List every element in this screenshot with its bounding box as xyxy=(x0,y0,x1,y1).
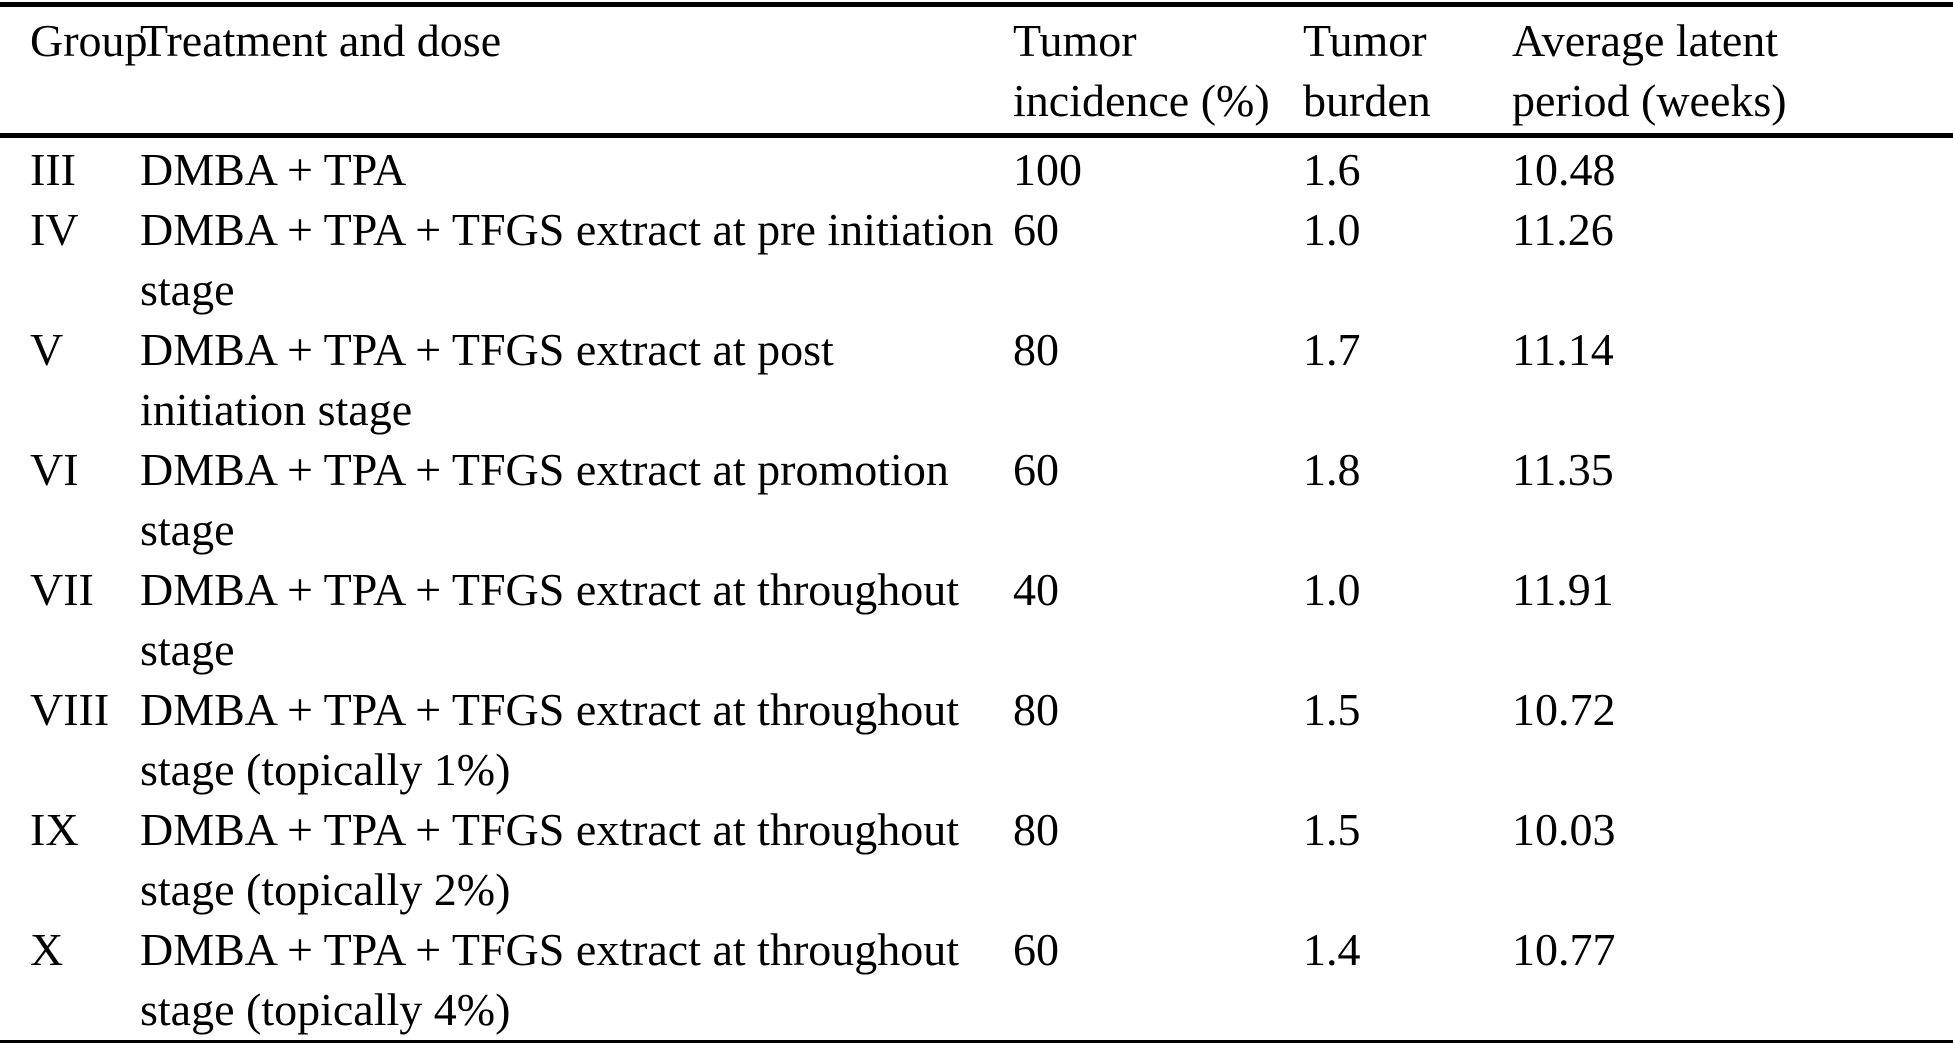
col-header-incidence: Tumor incidence (%) xyxy=(1013,15,1270,126)
table-row: VI DMBA + TPA + TFGS extract at promotio… xyxy=(0,440,1953,560)
table-row: VII DMBA + TPA + TFGS extract at through… xyxy=(0,560,1953,680)
group-cell: VII xyxy=(30,564,94,615)
incidence-cell: 60 xyxy=(1013,204,1059,255)
header-row: Group Treatment and dose Tumor incidence… xyxy=(0,5,1953,136)
group-cell: X xyxy=(30,924,64,975)
incidence-cell: 60 xyxy=(1013,444,1059,495)
table-row: V DMBA + TPA + TFGS extract at post init… xyxy=(0,320,1953,440)
col-header-treatment: Treatment and dose xyxy=(140,15,502,66)
latent-cell: 11.35 xyxy=(1512,444,1614,495)
burden-cell: 1.5 xyxy=(1303,804,1361,855)
latent-cell: 10.03 xyxy=(1512,804,1616,855)
burden-cell: 1.0 xyxy=(1303,564,1361,615)
table-row: VIII DMBA + TPA + TFGS extract at throug… xyxy=(0,680,1953,800)
burden-cell: 1.4 xyxy=(1303,924,1361,975)
latent-cell: 11.91 xyxy=(1512,564,1614,615)
incidence-cell: 100 xyxy=(1013,144,1082,195)
incidence-cell: 40 xyxy=(1013,564,1059,615)
table-row: X DMBA + TPA + TFGS extract at throughou… xyxy=(0,920,1953,1043)
group-cell: IV xyxy=(30,204,79,255)
col-header-burden: Tumor burden xyxy=(1303,15,1431,126)
treatment-cell: DMBA + TPA + TFGS extract at throughout … xyxy=(140,924,960,1035)
treatment-cell: DMBA + TPA + TFGS extract at post initia… xyxy=(140,324,834,435)
treatment-cell: DMBA + TPA xyxy=(140,144,407,195)
burden-cell: 1.8 xyxy=(1303,444,1361,495)
table-body: III DMBA + TPA 100 1.6 10.48 IV DMBA + T… xyxy=(0,136,1953,1043)
latent-cell: 10.48 xyxy=(1512,144,1616,195)
incidence-cell: 80 xyxy=(1013,804,1059,855)
incidence-cell: 80 xyxy=(1013,684,1059,735)
latent-cell: 11.26 xyxy=(1512,204,1614,255)
col-header-group: Group xyxy=(30,15,148,66)
burden-cell: 1.0 xyxy=(1303,204,1361,255)
treatment-cell: DMBA + TPA + TFGS extract at throughout … xyxy=(140,684,960,795)
group-cell: III xyxy=(30,144,76,195)
incidence-cell: 60 xyxy=(1013,924,1059,975)
group-cell: VIII xyxy=(30,684,110,735)
latent-cell: 10.72 xyxy=(1512,684,1616,735)
group-cell: V xyxy=(30,324,64,375)
treatment-cell: DMBA + TPA + TFGS extract at throughout … xyxy=(140,804,960,915)
group-cell: VI xyxy=(30,444,79,495)
col-header-latent: Average latent period (weeks) xyxy=(1512,15,1787,126)
table-row: IV DMBA + TPA + TFGS extract at pre init… xyxy=(0,200,1953,320)
treatment-cell: DMBA + TPA + TFGS extract at pre initiat… xyxy=(140,204,994,315)
latent-cell: 11.14 xyxy=(1512,324,1614,375)
table-header: Group Treatment and dose Tumor incidence… xyxy=(0,5,1953,136)
latent-cell: 10.77 xyxy=(1512,924,1616,975)
table-row: III DMBA + TPA 100 1.6 10.48 xyxy=(0,136,1953,201)
group-cell: IX xyxy=(30,804,79,855)
burden-cell: 1.5 xyxy=(1303,684,1361,735)
burden-cell: 1.6 xyxy=(1303,144,1361,195)
table-row: IX DMBA + TPA + TFGS extract at througho… xyxy=(0,800,1953,920)
burden-cell: 1.7 xyxy=(1303,324,1361,375)
incidence-cell: 80 xyxy=(1013,324,1059,375)
treatment-cell: DMBA + TPA + TFGS extract at throughout … xyxy=(140,564,960,675)
treatment-cell: DMBA + TPA + TFGS extract at promotion s… xyxy=(140,444,949,555)
